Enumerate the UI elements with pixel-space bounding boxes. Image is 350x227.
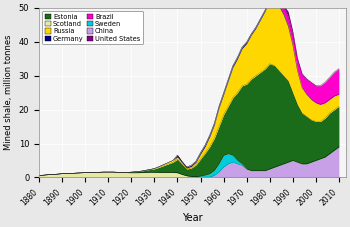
X-axis label: Year: Year [182,213,203,223]
Legend: Estonia, Scotland, Russia, Germany, Brazil, Sweden, China, United States: Estonia, Scotland, Russia, Germany, Braz… [42,11,143,44]
Y-axis label: Mined shale, million tonnes: Mined shale, million tonnes [4,35,13,150]
